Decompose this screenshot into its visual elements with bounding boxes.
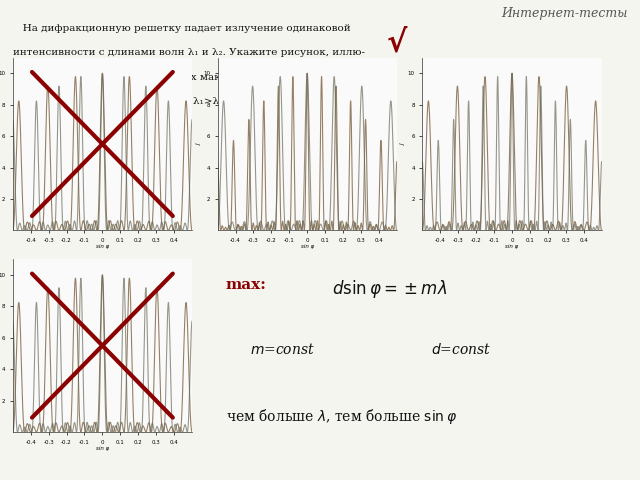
X-axis label: sin φ: sin φ bbox=[301, 244, 314, 250]
Text: $d$=const: $d$=const bbox=[431, 342, 491, 357]
X-axis label: sin φ: sin φ bbox=[506, 244, 518, 250]
X-axis label: sin φ: sin φ bbox=[96, 446, 109, 451]
Y-axis label: J: J bbox=[196, 143, 202, 145]
Text: дифракционной решеткой, если λ₁>λ₂ ? (J – интенсивность, φ –: дифракционной решеткой, если λ₁>λ₂ ? (J … bbox=[13, 97, 359, 106]
Text: $m$=const: $m$=const bbox=[250, 342, 316, 357]
X-axis label: sin φ: sin φ bbox=[96, 244, 109, 250]
Text: Интернет-тесты: Интернет-тесты bbox=[501, 7, 627, 20]
Text: стрирующий положение главных максимумов, создаваемых: стрирующий положение главных максимумов,… bbox=[13, 72, 345, 82]
Text: На дифракционную решетку падает излучение одинаковой: На дифракционную решетку падает излучени… bbox=[13, 24, 351, 33]
Text: угол дифракции).: угол дифракции). bbox=[13, 121, 109, 130]
Text: √: √ bbox=[387, 29, 407, 58]
Text: чем больше $\lambda$, тем больше $\sin\varphi$: чем больше $\lambda$, тем больше $\sin\v… bbox=[226, 407, 457, 426]
Text: $d\sin\varphi = \pm m\lambda$: $d\sin\varphi = \pm m\lambda$ bbox=[332, 278, 447, 300]
Text: max:: max: bbox=[226, 278, 267, 292]
Y-axis label: J: J bbox=[401, 143, 406, 145]
Text: интенсивности с длинами волн λ₁ и λ₂. Укажите рисунок, иллю-: интенсивности с длинами волн λ₁ и λ₂. Ук… bbox=[13, 48, 365, 58]
